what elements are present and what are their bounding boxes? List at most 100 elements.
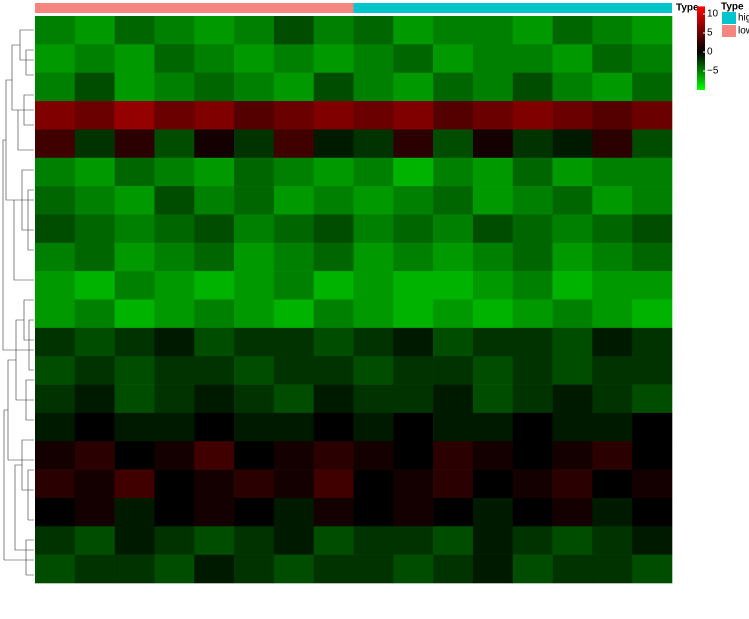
- heat-cell: [433, 44, 474, 73]
- heat-cell: [114, 271, 155, 300]
- heat-cell: [273, 271, 314, 300]
- colorbar-tick-label: 10: [707, 9, 719, 20]
- heat-cell: [74, 242, 115, 272]
- heat-cell: [234, 242, 275, 272]
- heat-cell: [74, 441, 115, 470]
- heat-cell: [35, 242, 76, 272]
- heat-cell: [114, 356, 155, 385]
- heat-cell: [393, 214, 434, 244]
- heat-cell: [592, 186, 633, 215]
- heat-cell: [512, 101, 553, 130]
- heat-cell: [35, 441, 76, 470]
- legend-swatch: [722, 12, 736, 24]
- heat-cell: [393, 554, 434, 584]
- heat-cell: [353, 554, 394, 584]
- heat-cell: [74, 16, 115, 45]
- heat-cell: [194, 384, 235, 414]
- heat-cell: [632, 469, 673, 499]
- heat-cell: [234, 554, 275, 584]
- heat-cell: [353, 271, 394, 300]
- heat-cell: [433, 497, 474, 527]
- heat-cell: [154, 242, 195, 272]
- heat-cell: [114, 72, 155, 102]
- heat-cell: [313, 16, 354, 45]
- heat-cell: [592, 299, 633, 329]
- heat-cell: [313, 299, 354, 329]
- heat-cell: [194, 299, 235, 329]
- heat-cell: [592, 554, 633, 584]
- heat-cell: [273, 242, 314, 272]
- heat-cell: [592, 412, 633, 442]
- heat-cell: [74, 214, 115, 244]
- heat-cell: [234, 16, 275, 45]
- heat-cell: [512, 327, 553, 357]
- heat-cell: [393, 16, 434, 45]
- heat-cell: [472, 441, 514, 470]
- heat-cell: [433, 16, 474, 45]
- heat-cell: [632, 101, 673, 130]
- heat-cell: [114, 157, 155, 187]
- heat-cell: [194, 271, 235, 300]
- heat-cell: [154, 16, 195, 45]
- heat-cell: [393, 497, 434, 527]
- heat-cell: [472, 497, 514, 527]
- heat-cell: [35, 412, 76, 442]
- heat-cell: [393, 242, 434, 272]
- heat-cell: [472, 554, 514, 584]
- heat-cell: [114, 129, 155, 159]
- heat-cell: [393, 101, 434, 130]
- heat-cell: [313, 157, 354, 187]
- heat-cell: [313, 356, 354, 385]
- heat-cell: [632, 214, 673, 244]
- heat-cell: [592, 16, 633, 45]
- heat-cell: [512, 214, 553, 244]
- heat-cell: [592, 526, 633, 555]
- heat-cell: [234, 384, 275, 414]
- heat-cell: [632, 412, 673, 442]
- heat-cell: [472, 384, 514, 414]
- heat-cell: [35, 44, 76, 73]
- heat-cell: [74, 101, 115, 130]
- heat-cell: [234, 72, 275, 102]
- heat-cell: [632, 327, 673, 357]
- heat-cell: [74, 469, 115, 499]
- heat-cell: [74, 271, 115, 300]
- heat-cell: [433, 384, 474, 414]
- heat-cell: [512, 412, 553, 442]
- heat-cell: [632, 44, 673, 73]
- heat-cell: [353, 44, 394, 73]
- heat-cell: [552, 526, 593, 555]
- heat-cell: [472, 101, 514, 130]
- heat-cell: [35, 554, 76, 584]
- heat-cell: [74, 129, 115, 159]
- heat-cell: [234, 441, 275, 470]
- heat-cell: [74, 157, 115, 187]
- heat-cell: [632, 271, 673, 300]
- heat-cell: [592, 327, 633, 357]
- heat-cell: [194, 214, 235, 244]
- heat-cell: [472, 129, 514, 159]
- heat-cell: [273, 327, 314, 357]
- heat-cell: [35, 526, 76, 555]
- heat-cell: [512, 44, 553, 73]
- heat-cell: [632, 16, 673, 45]
- heat-cell: [632, 157, 673, 187]
- heat-cell: [552, 72, 593, 102]
- heat-cell: [313, 554, 354, 584]
- heat-cell: [154, 469, 195, 499]
- heat-cell: [114, 327, 155, 357]
- heat-cell: [234, 469, 275, 499]
- heat-cell: [632, 299, 673, 329]
- heat-cell: [154, 554, 195, 584]
- heat-cell: [194, 497, 235, 527]
- heat-cell: [273, 129, 314, 159]
- heat-cell: [114, 412, 155, 442]
- heat-cell: [433, 526, 474, 555]
- heat-cell: [552, 412, 593, 442]
- heat-cell: [273, 384, 314, 414]
- heat-cell: [512, 271, 553, 300]
- colorbar: [697, 6, 705, 90]
- legend-title: Type: [721, 2, 744, 13]
- heat-cell: [592, 497, 633, 527]
- heat-cell: [472, 469, 514, 499]
